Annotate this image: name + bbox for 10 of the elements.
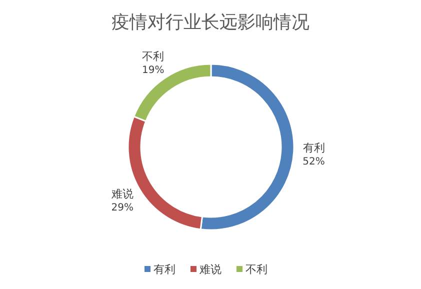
data-label: 19% (142, 64, 164, 76)
slice-label: 不利 (142, 50, 164, 63)
data-label: 29% (111, 202, 134, 214)
legend-label: 不利 (246, 263, 268, 276)
chart-title: 疫情对行业长远影响情况 (112, 12, 310, 33)
legend-label: 难说 (200, 263, 222, 276)
slice-label: 难说 (111, 187, 134, 200)
slice-label: 有利 (302, 141, 325, 154)
legend-label: 有利 (154, 263, 176, 276)
data-label: 52% (302, 156, 325, 168)
